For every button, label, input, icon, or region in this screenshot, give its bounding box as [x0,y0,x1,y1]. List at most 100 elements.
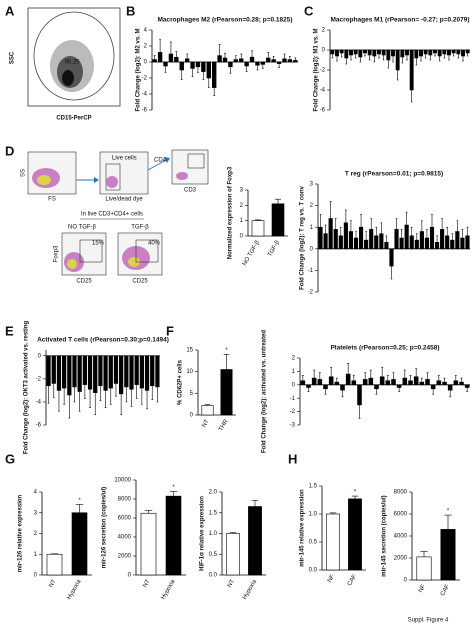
bar [271,203,285,237]
bar [464,384,470,388]
x-tick-label: NO TGF-β [242,239,261,267]
axis-label: Live/dead dye [105,197,143,203]
chart-title: Platelets (rPearson=0.25; p=0.2458) [330,345,439,352]
y-tick-label: 1 [34,552,38,558]
bar [353,49,358,55]
y-tick-label: -4 [320,88,326,94]
bar [362,379,368,386]
bar [460,237,465,250]
bar [384,242,389,250]
bar [140,512,157,576]
x-tick-label: THR [218,418,230,432]
bar [363,49,367,54]
gate-caption: In live CD3+CD4+ cells [81,212,143,218]
y-tick-label: 3 [34,510,38,516]
y-tick-label: 10000 [114,478,131,484]
bar [334,381,340,386]
y-tick-label: 3 [240,188,244,194]
figure-caption: Suppl. Figure 4 [408,618,449,624]
y-tick-label: 3 [310,182,314,188]
panel-letter: D [5,143,14,158]
y-axis-label: mir-145 secretion (copies/ul) [382,495,388,576]
y-tick-label: 2 [34,531,38,537]
axis-label: SSC [10,51,16,64]
y-tick-label: -4 [142,92,148,98]
y-tick-label: 2 [310,203,314,209]
bar [348,231,354,250]
bar [174,56,179,63]
y-tick-label: -1 [308,268,314,274]
y-tick-label: 1.0 [309,512,318,518]
y-tick-label: 0.0 [309,568,318,574]
y-axis-label: Fold Change (log2): M2 vs. M [136,28,142,111]
bar [425,379,430,386]
bar [333,229,338,250]
axis-label: FS [48,197,56,203]
bar [103,355,108,391]
bar [201,405,214,416]
bar [323,233,328,250]
bar [413,376,419,386]
bar [395,49,400,71]
gate-label: 96.25 [64,60,80,66]
bar [139,355,144,389]
bar [447,49,451,56]
bar [155,355,160,388]
panel-letter: H [288,451,297,466]
bar [124,355,129,388]
bar [357,384,362,406]
y-tick-label: 0 [322,48,326,54]
bar [306,384,311,388]
bar [367,49,372,56]
bar [368,377,374,386]
y-tick-label: 0.0 [209,573,218,579]
bar [442,381,447,386]
bar [77,355,82,392]
bar [239,58,244,63]
y-tick-label: 0.5 [309,540,318,546]
y-tick-label: 2000 [394,556,408,562]
bar [266,57,271,63]
y-axis-label: % CD62P+ cells [178,359,184,405]
bar [67,355,72,396]
chart-title: Activated T cells (rPearson=0.30;p=0.149… [37,337,169,344]
bar [391,49,395,57]
y-tick-label: 0 [404,578,408,584]
gate-label: Live cells [112,156,137,162]
axis-label: CD25 [132,279,148,285]
bar [338,235,343,250]
bar [318,226,323,250]
bar [206,61,211,79]
bar [326,513,340,571]
bar [445,235,450,250]
y-tick-label: 10 [186,369,193,375]
panel-letter: E [5,323,14,338]
bar [108,355,113,389]
bar [56,355,62,391]
bar [459,381,464,386]
bar [405,49,409,56]
axis-label: SS [21,169,27,177]
panel-letter: A [5,3,15,18]
bar [353,237,359,250]
bar [461,49,465,57]
y-tick-label: 6000 [394,512,408,518]
bar [400,49,405,58]
bar [317,379,323,386]
bar [348,498,362,571]
y-tick-label: 1.0 [209,531,218,537]
y-axis-label: mir-126 secretion (copies/ul) [102,487,108,568]
y-tick-label: -4 [36,400,42,406]
axis-label: Foxp3 [54,245,60,262]
flow-plots-d: FS SS Live cells Live/dead dye CD4 CD3 I… [21,149,209,285]
bar [226,533,240,576]
bar [129,355,134,390]
bar [436,380,442,386]
bar [351,380,357,386]
bar [402,377,408,386]
bar [364,239,369,250]
bar [465,49,470,54]
axis-label: CD4 [154,158,167,164]
bar [251,220,265,237]
